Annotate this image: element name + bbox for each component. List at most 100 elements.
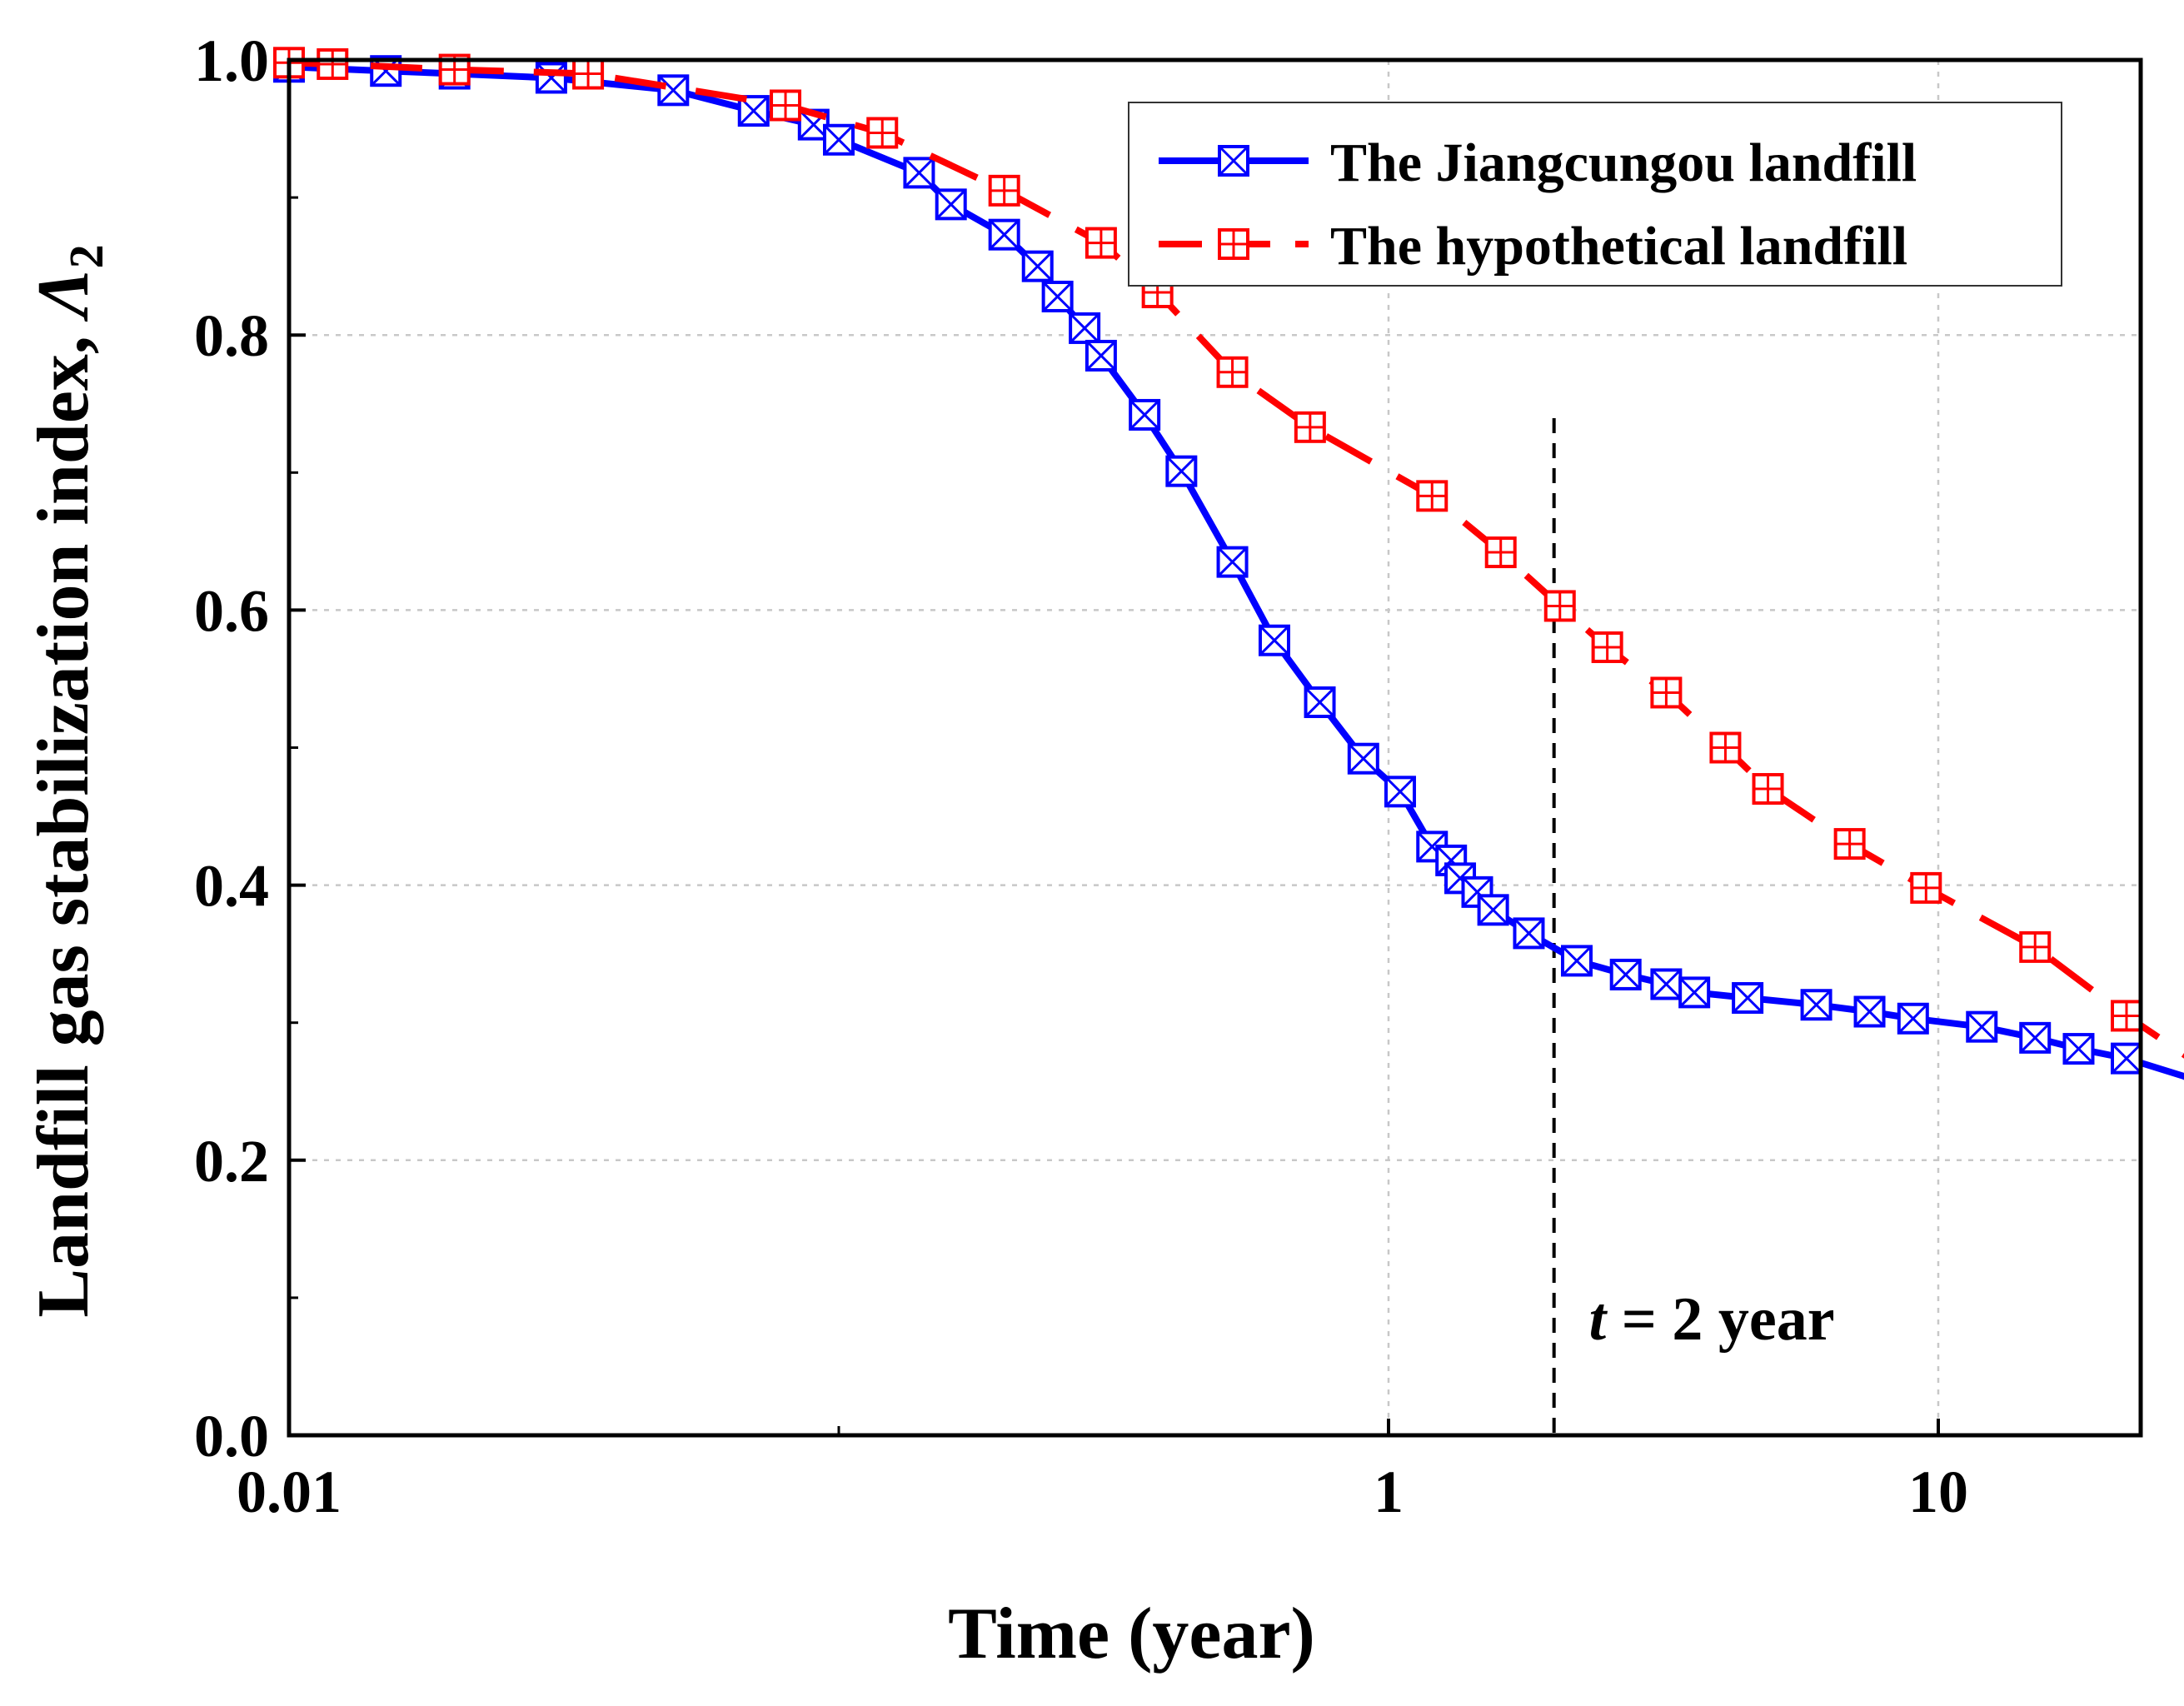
legend-item-1: The hypothetical landfill [1159,216,1907,277]
x-tick-label: 10 [1908,1459,1968,1525]
ticks-layer: 0.00.20.40.60.81.00.0111040 [194,27,1968,1525]
data-point [1709,731,1742,764]
marker-cross-b [1679,977,1710,1008]
series-layer [273,47,2184,1080]
marker-cross-b [658,75,689,106]
data-point [657,74,690,107]
legend: The Jiangcungou landfill The hypothetical… [1128,102,2062,287]
marker-cross-b [1070,312,1100,344]
marker-cross-b [1022,251,1053,282]
marker-cross-b [1478,895,1508,925]
marker-cross-b [536,62,566,93]
legend-label-1: The hypothetical landfill [1330,216,1907,277]
data-point [1384,776,1416,808]
marker-cross-b [1854,996,1885,1027]
data-point [903,157,935,189]
data-point [1294,411,1326,443]
marker-cross-b [1348,743,1379,774]
data-point [1591,631,1623,663]
data-point [2062,1033,2095,1065]
marker-cross-b [1166,456,1197,486]
data-point [1650,968,1683,1000]
y-axis-title-symbol: Λ [23,268,104,322]
y-tick-label: 0.6 [194,577,269,644]
data-point [1678,976,1711,1009]
x-axis-title: Time (year) [948,1594,1315,1674]
annotation-layer: t = 2 year [1552,418,1835,1435]
data-point [1966,1010,1998,1043]
marker-cross-b [904,157,935,188]
data-point [1216,546,1249,578]
marker-cross-b [1417,831,1448,862]
y-tick-label: 1.0 [194,27,269,94]
data-point [1258,624,1290,656]
marker-cross-b [1384,776,1416,807]
data-point [935,188,967,221]
marker-cross-b [2020,1022,2051,1053]
grid-layer [289,60,2141,1435]
marker-cross-b [1042,281,1073,312]
data-point [2019,930,2052,963]
data-point [1129,398,1161,431]
data-point [823,123,855,156]
marker-cross-b [989,219,1020,250]
marker-cross-b [1733,982,1763,1014]
marker-cross-b [2111,1043,2142,1074]
marker-cross-b [1436,845,1467,875]
y-axis-title: Landfill gas stabilization index, Λ2 [23,244,113,1317]
y-axis-title-subscript: 2 [59,244,113,268]
marker-cross-b [1085,340,1116,372]
data-point [988,218,1020,251]
data-point [535,62,567,94]
legend-items: The Jiangcungou landfill The hypothetical… [1159,132,1917,277]
data-point [1513,917,1545,950]
data-point [572,57,605,90]
marker-cross-b [1801,990,1832,1020]
legend-box [1128,102,2062,287]
y-tick-label: 0.0 [194,1403,269,1469]
data-point [1484,536,1517,569]
marker-cross-b [935,189,966,220]
data-point [1085,227,1117,259]
marker-cross-b [823,124,855,155]
data-point [1477,894,1509,926]
data-point [2110,1000,2142,1032]
marker-cross-b [1462,876,1493,907]
data-point [1347,742,1379,775]
marker-cross-b [738,96,769,127]
data-point [1560,945,1593,977]
data-point [1416,480,1449,512]
annotation-rest: = 2 year [1606,1285,1834,1354]
marker-cross-b [1304,686,1335,718]
series-1 [273,47,2184,1059]
data-point [1216,356,1249,388]
data-point [1543,590,1576,622]
marker-cross-b [1610,959,1641,990]
marker-cross-b [1217,546,1248,577]
marker-cross-b [1513,918,1544,949]
legend-label-0: The Jiangcungou landfill [1330,132,1917,193]
data-point [1069,312,1101,344]
data-point [1650,676,1683,709]
data-point [1041,280,1074,312]
annotation-label: t = 2 year [1589,1285,1835,1354]
annotation-italic-t: t [1589,1285,1608,1354]
data-point [1085,339,1117,372]
data-point [1165,455,1198,487]
data-point [1833,828,1866,860]
data-point [988,174,1020,207]
marker-cross-b [2063,1034,2094,1065]
y-tick-label: 0.4 [194,853,269,920]
data-point [1752,773,1784,806]
marker-cross-b [1444,863,1476,894]
data-point [770,89,802,122]
marker-cross-b [1651,969,1682,1000]
data-point [1800,989,1832,1021]
data-point [1853,995,1886,1028]
data-point [2110,1042,2142,1075]
marker-cross-b [1897,1003,1928,1034]
data-point [1021,250,1054,282]
legend-item-0: The Jiangcungou landfill [1159,132,1917,193]
